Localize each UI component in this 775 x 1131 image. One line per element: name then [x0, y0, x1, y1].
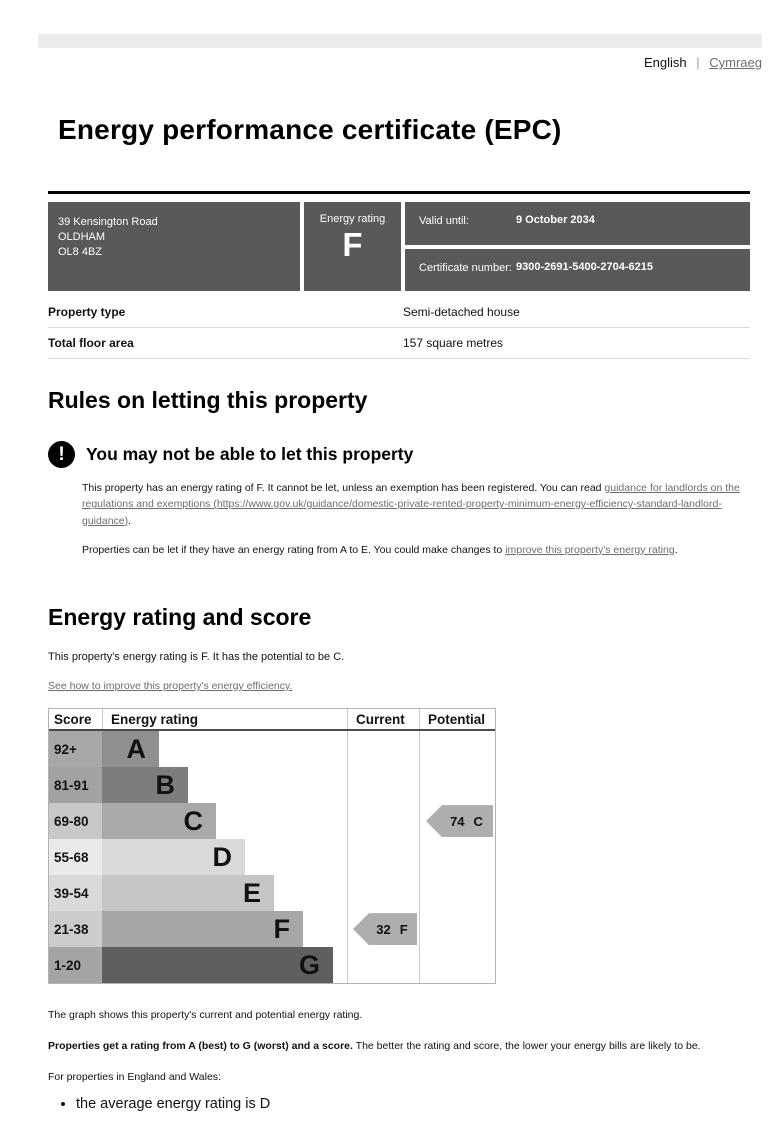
band-g-score: 1-20 [49, 947, 102, 984]
valid-until-value: 9 October 2034 [516, 214, 595, 226]
average-rating-bullet: the average energy rating is D [76, 1096, 750, 1112]
address-line-2: OLDHAM [58, 230, 106, 243]
validity-panel: Valid until: 9 October 2034 Certificate … [405, 202, 750, 291]
band-row-e: 39-54 E [49, 875, 495, 912]
floor-area-label: Total floor area [48, 336, 134, 350]
landlord-guidance-link[interactable]: guidance for landlords on the regulation… [82, 482, 740, 527]
title-rule [48, 191, 750, 194]
band-b-bar: B [102, 767, 188, 804]
band-g-bar: G [102, 947, 333, 984]
epc-rating-chart: Score Energy rating Current Potential 92… [48, 708, 496, 985]
warning-heading: You may not be able to let this property [86, 444, 414, 464]
chart-header-row: Score Energy rating Current Potential [49, 709, 495, 732]
band-row-d: 55-68 D [49, 839, 495, 876]
language-current-english: English [643, 55, 687, 70]
band-row-c: 69-80 C 74 C [49, 803, 495, 840]
energy-rating-label: Energy rating [319, 213, 386, 225]
regions-intro: For properties in England and Wales: [48, 1071, 221, 1084]
improve-efficiency-link[interactable]: See how to improve this property's energ… [48, 680, 293, 693]
band-f-bar: F [102, 911, 303, 948]
property-type-value: Semi-detached house [403, 305, 520, 319]
valid-until-label: Valid until: [419, 215, 469, 227]
valid-until-row: Valid until: 9 October 2034 [405, 202, 750, 245]
graph-caption: The graph shows this property's current … [48, 1009, 363, 1022]
improve-rating-link[interactable]: improve this property's energy rating [505, 543, 675, 556]
band-b-score: 81-91 [49, 767, 102, 804]
band-c-bar: C [102, 803, 216, 840]
page-title: Energy performance certificate (EPC) [58, 114, 562, 145]
band-row-a: 92+ A [49, 731, 495, 768]
band-e-score: 39-54 [49, 875, 102, 912]
certificate-number-row: Certificate number: 9300-2691-5400-2704-… [405, 248, 750, 291]
band-row-f: 21-38 F 32 F [49, 911, 495, 948]
chart-col-potential: Potential [419, 709, 495, 730]
region-facts-list: the average energy rating is D [76, 1096, 750, 1112]
warning-paragraph-1-text: This property has an energy rating of F.… [82, 482, 605, 494]
current-rating-arrow: 32 F [353, 913, 417, 946]
band-f-score: 21-38 [49, 911, 102, 948]
property-address: 39 Kensington Road OLDHAM OL8 4BZ [48, 202, 300, 291]
energy-rating-value: F [342, 226, 363, 263]
property-type-label: Property type [48, 305, 126, 319]
rating-explain-bold: Properties get a rating from A (best) to… [48, 1040, 353, 1053]
chart-col-energy-rating: Energy rating [102, 709, 347, 730]
address-line-1: 39 Kensington Road [58, 216, 158, 228]
property-facts: Property type Semi-detached house Total … [48, 297, 750, 359]
band-d-bar: D [102, 839, 245, 876]
potential-rating-arrow: 74 C [426, 805, 493, 838]
warning-paragraph-1-end: . [128, 514, 132, 527]
language-switcher: English | Cymraeg [38, 55, 762, 70]
property-type-row: Property type Semi-detached house [48, 297, 750, 328]
band-a-bar: A [102, 731, 159, 768]
rating-intro-text: This property's energy rating is F. It h… [48, 651, 345, 664]
certificate-number-value: 9300-2691-5400-2704-6215 [516, 260, 654, 273]
floor-area-row: Total floor area 157 square metres [48, 328, 750, 359]
energy-rating-panel: Energy rating F [304, 202, 401, 291]
band-e-bar: E [102, 875, 274, 912]
address-line-3: OL8 4BZ [58, 245, 103, 258]
band-row-b: 81-91 B [49, 767, 495, 804]
band-c-score: 69-80 [49, 803, 102, 840]
warning-paragraph-1: This property has an energy rating of F.… [82, 480, 742, 529]
warning-paragraph-2-end: . [674, 543, 678, 556]
rating-section-heading: Energy rating and score [48, 604, 312, 631]
language-link-cymraeg[interactable]: Cymraeg [709, 55, 762, 70]
top-divider-bar [38, 34, 762, 48]
exclamation-icon: ! [48, 441, 75, 468]
warning-paragraph-2-text: Properties can be let if they have an en… [82, 543, 506, 556]
energy-rating-section: Energy rating and score This property's … [48, 604, 750, 1112]
language-separator: | [696, 55, 700, 70]
rules-section-heading: Rules on letting this property [48, 387, 368, 413]
chart-col-score: Score [54, 711, 92, 727]
warning-paragraph-2: Properties can be let if they have an en… [82, 542, 742, 558]
band-row-g: 1-20 G [49, 947, 495, 984]
floor-area-value: 157 square metres [403, 336, 504, 350]
warning-header: ! You may not be able to let this proper… [48, 441, 750, 468]
certificate-number-label: Certificate number: [419, 261, 512, 274]
warning-body: This property has an energy rating of F.… [82, 480, 742, 558]
certificate-summary-box: 39 Kensington Road OLDHAM OL8 4BZ Energy… [48, 202, 750, 291]
chart-col-current: Current [347, 709, 419, 730]
rating-explain: Properties get a rating from A (best) to… [48, 1040, 750, 1052]
band-a-score: 92+ [49, 731, 102, 768]
band-d-score: 55-68 [49, 839, 102, 876]
rating-explain-rest: The better the rating and score, the low… [352, 1040, 701, 1053]
